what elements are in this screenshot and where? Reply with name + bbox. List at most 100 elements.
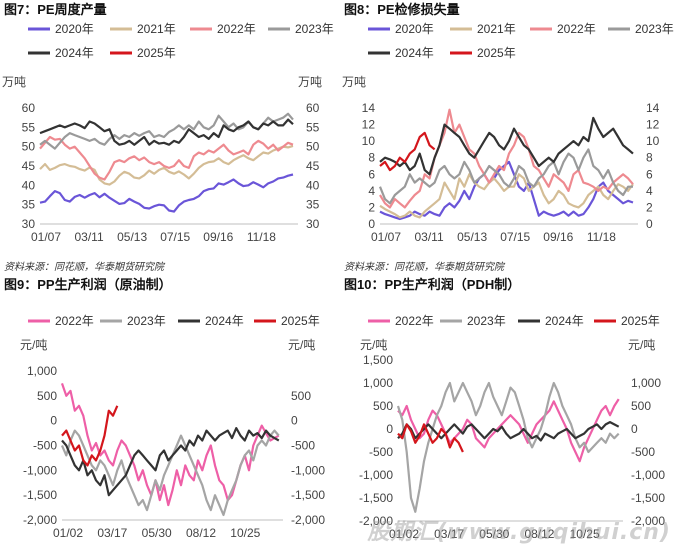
y-tick-right: 45 <box>306 159 320 173</box>
series-line-2024年 <box>39 118 294 146</box>
series-line-2022年 <box>397 398 620 463</box>
y-axis-unit-right: 元/吨 <box>628 338 655 352</box>
legend-item-2020年: 2020年 <box>368 22 434 36</box>
series-line-2021年 <box>379 173 634 219</box>
legend-item-2022年: 2022年 <box>190 22 256 36</box>
y-axis-unit-right: 元/吨 <box>288 338 315 352</box>
legend-label: 2025年 <box>477 46 516 60</box>
x-tick: 03/11 <box>75 230 104 244</box>
y-tick-left: 45 <box>22 159 36 173</box>
x-tick: 10/25 <box>230 526 260 540</box>
x-tick: 05/30 <box>142 526 172 540</box>
source-note: 资料来源：同花顺，华泰期货研究院 <box>4 261 166 273</box>
legend-item-2022年: 2022年 <box>28 314 94 328</box>
source-note: 资料来源：同花顺，华泰期货研究院 <box>344 261 506 273</box>
x-tick: 05/30 <box>479 527 509 541</box>
legend-item-2025年: 2025年 <box>594 314 660 328</box>
y-tick-left: 500 <box>373 399 393 413</box>
y-tick-right: 55 <box>306 120 320 134</box>
x-tick: 07/15 <box>160 230 190 244</box>
y-tick-left: -2,000 <box>23 513 57 527</box>
chart-panel-pp-oil-profit: 图9：PP生产利润（原油制） 2022年 2023年 2024年 2025年元/吨 元/吨… <box>0 275 339 550</box>
series-line-2020年 <box>39 173 294 213</box>
y-tick-left: 0 <box>386 422 393 436</box>
y-tick-right: 40 <box>306 178 320 192</box>
series-line-2023年 <box>378 148 633 205</box>
y-tick-right: 12 <box>646 118 660 132</box>
y-tick-left: 0 <box>50 414 57 428</box>
legend-label: 2023年 <box>467 314 506 328</box>
legend-label: 2023年 <box>295 22 334 36</box>
chart-title: 图7：PE周度产量 <box>4 2 107 17</box>
y-tick-right: 14 <box>646 101 660 115</box>
legend-item-2021年: 2021年 <box>450 22 516 36</box>
x-tick: 11/18 <box>247 230 276 244</box>
y-tick-left: -2,000 <box>359 514 393 528</box>
y-tick-left: -500 <box>33 439 57 453</box>
y-tick-left: 8 <box>368 151 375 165</box>
y-tick-left: 12 <box>362 118 376 132</box>
y-tick-left: 10 <box>362 134 376 148</box>
series-line-2025年 <box>397 423 464 453</box>
y-tick-left: 1,500 <box>363 353 393 367</box>
legend-item-2022年: 2022年 <box>368 314 434 328</box>
x-tick: 05/13 <box>117 230 147 244</box>
legend-item-2025年: 2025年 <box>450 46 516 60</box>
legend-item-2025年: 2025年 <box>254 314 320 328</box>
x-tick: 08/12 <box>524 527 554 541</box>
y-tick-left: -1,500 <box>23 488 57 502</box>
y-tick-right: 6 <box>646 167 653 181</box>
chart-panel-pe-maintenance-loss: 图8：PE检修损失量 2020年 2021年 2022年 2023年 2024年 2025年… <box>340 0 679 275</box>
legend-label: 2022年 <box>217 22 256 36</box>
y-tick-right: 500 <box>631 399 651 413</box>
y-tick-right: 0 <box>646 217 653 231</box>
x-tick: 08/12 <box>186 526 216 540</box>
legend-item-2020年: 2020年 <box>28 22 94 36</box>
y-axis-unit-left: 元/吨 <box>360 338 387 352</box>
legend-label: 2022年 <box>557 22 596 36</box>
y-tick-left: 0 <box>368 217 375 231</box>
y-tick-right: -1,000 <box>291 463 325 477</box>
x-tick: 01/07 <box>31 230 61 244</box>
y-tick-right: 500 <box>291 389 311 403</box>
legend-label: 2023年 <box>127 314 166 328</box>
y-tick-right: -1,500 <box>631 491 665 505</box>
y-tick-left: 55 <box>22 120 36 134</box>
chart-panel-pp-pdh-profit: 图10：PP生产利润（PDH制） 2022年 2023年 2024年 2025年元/吨 元… <box>340 275 679 550</box>
chart-title: 图8：PE检修损失量 <box>344 2 460 17</box>
series-line-2022年 <box>379 108 634 209</box>
y-tick-right: 8 <box>646 151 653 165</box>
y-axis-unit-left: 万吨 <box>2 75 26 89</box>
chart-title: 图9：PP生产利润（原油制） <box>4 277 172 292</box>
y-tick-right: 2 <box>646 200 653 214</box>
legend-item-2024年: 2024年 <box>368 46 434 60</box>
y-tick-right: -500 <box>631 445 655 459</box>
pe-maintenance-chart: 图8：PE检修损失量 2020年 2021年 2022年 2023年 2024年 2025年… <box>342 2 674 273</box>
y-tick-right: 4 <box>646 184 653 198</box>
legend-item-2023年: 2023年 <box>440 314 506 328</box>
legend-label: 2024年 <box>205 314 244 328</box>
legend-item-2022年: 2022年 <box>530 22 596 36</box>
y-tick-left: 60 <box>22 101 36 115</box>
y-tick-left: 40 <box>22 178 36 192</box>
y-tick-right: 60 <box>306 101 320 115</box>
legend-item-2023年: 2023年 <box>100 314 166 328</box>
y-tick-right: -1,500 <box>291 488 325 502</box>
y-tick-left: 14 <box>362 101 376 115</box>
series-line-2021年 <box>39 144 294 186</box>
legend-label: 2024年 <box>545 314 584 328</box>
legend-item-2023年: 2023年 <box>608 22 674 36</box>
y-tick-left: 1,000 <box>363 376 393 390</box>
legend-label: 2025年 <box>137 46 176 60</box>
chart-title: 图10：PP生产利润（PDH制） <box>344 277 520 292</box>
watermark: 股期汇(www.guqihui.cn) <box>367 520 671 545</box>
legend-label: 2020年 <box>55 22 94 36</box>
y-tick-right: 10 <box>646 134 660 148</box>
y-axis-unit-left: 元/吨 <box>20 338 47 352</box>
legend-label: 2021年 <box>137 22 176 36</box>
legend-label: 2025年 <box>281 314 320 328</box>
x-tick: 05/13 <box>457 230 487 244</box>
x-tick: 01/02 <box>389 527 419 541</box>
legend-item-2025年: 2025年 <box>110 46 176 60</box>
